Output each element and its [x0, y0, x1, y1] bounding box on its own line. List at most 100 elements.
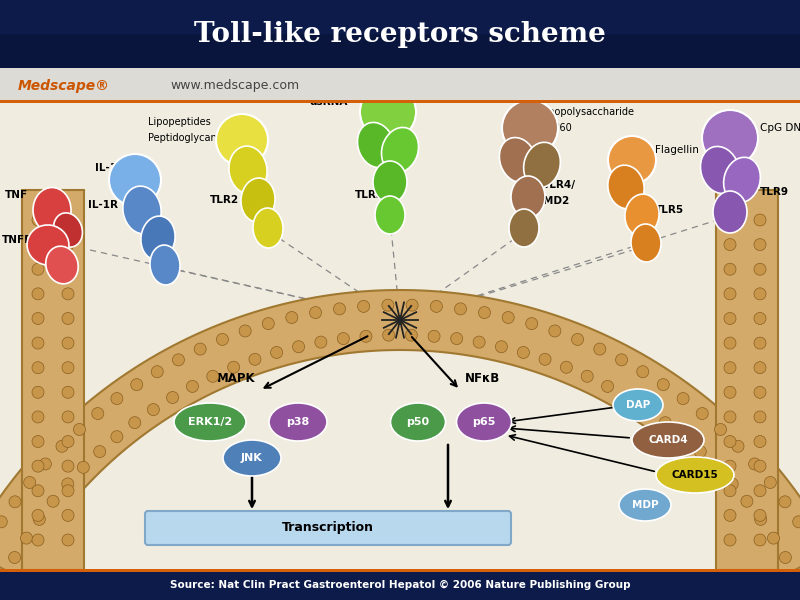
Circle shape: [62, 436, 74, 448]
Circle shape: [502, 311, 514, 323]
Circle shape: [754, 411, 766, 423]
Text: TLR9: TLR9: [760, 187, 789, 197]
Circle shape: [62, 485, 74, 497]
Circle shape: [32, 214, 44, 226]
Circle shape: [166, 391, 178, 403]
Circle shape: [34, 514, 46, 526]
Text: www.medscape.com: www.medscape.com: [170, 79, 299, 92]
Circle shape: [764, 476, 776, 488]
Text: Flagellin: Flagellin: [655, 145, 699, 155]
Circle shape: [62, 313, 74, 325]
Circle shape: [779, 496, 791, 508]
Ellipse shape: [713, 191, 747, 233]
Ellipse shape: [241, 178, 275, 222]
Circle shape: [694, 446, 706, 458]
Text: MAPK: MAPK: [216, 372, 255, 385]
Circle shape: [32, 362, 44, 374]
Text: TNF: TNF: [5, 190, 28, 200]
Circle shape: [637, 366, 649, 378]
Circle shape: [754, 436, 766, 448]
Circle shape: [659, 416, 671, 428]
Text: DAP: DAP: [626, 400, 650, 410]
Circle shape: [32, 313, 44, 325]
Ellipse shape: [613, 389, 663, 421]
Circle shape: [9, 551, 21, 563]
Circle shape: [406, 329, 418, 341]
Circle shape: [315, 336, 327, 348]
Circle shape: [754, 509, 766, 521]
Circle shape: [677, 392, 689, 404]
Circle shape: [724, 288, 736, 300]
Circle shape: [754, 337, 766, 349]
Circle shape: [677, 431, 689, 443]
Circle shape: [92, 407, 104, 419]
Ellipse shape: [509, 209, 539, 247]
Circle shape: [754, 313, 766, 325]
Circle shape: [754, 288, 766, 300]
Circle shape: [582, 370, 594, 382]
Circle shape: [39, 458, 51, 470]
Text: Lipopolysaccharide: Lipopolysaccharide: [540, 107, 634, 117]
Circle shape: [310, 307, 322, 319]
Circle shape: [32, 460, 44, 472]
Circle shape: [526, 317, 538, 329]
Circle shape: [32, 386, 44, 398]
Circle shape: [62, 534, 74, 546]
Circle shape: [358, 301, 370, 313]
Circle shape: [724, 436, 736, 448]
Text: p50: p50: [406, 417, 430, 427]
Ellipse shape: [625, 194, 659, 236]
Bar: [0, 103, 800, 570]
Circle shape: [478, 307, 490, 319]
Circle shape: [724, 386, 736, 398]
Circle shape: [754, 460, 766, 472]
Text: MD2: MD2: [543, 196, 570, 206]
Text: Transcription: Transcription: [282, 521, 374, 535]
Circle shape: [767, 532, 779, 544]
Circle shape: [216, 114, 268, 166]
Text: TNFR: TNFR: [2, 235, 33, 245]
Circle shape: [754, 362, 766, 374]
Ellipse shape: [123, 186, 161, 234]
Circle shape: [360, 84, 416, 140]
Text: CpG DNA: CpG DNA: [760, 123, 800, 133]
Ellipse shape: [390, 403, 446, 441]
Circle shape: [724, 509, 736, 521]
Circle shape: [518, 346, 530, 358]
Circle shape: [24, 476, 36, 488]
Text: Peptidoglycan: Peptidoglycan: [148, 133, 217, 143]
Circle shape: [239, 325, 251, 337]
Ellipse shape: [174, 403, 246, 441]
Bar: [0, 0, 800, 68]
Circle shape: [571, 334, 583, 346]
Circle shape: [147, 404, 159, 416]
Text: p38: p38: [286, 417, 310, 427]
Text: MDP: MDP: [632, 500, 658, 510]
Circle shape: [539, 353, 551, 365]
Text: ERK1/2: ERK1/2: [188, 417, 232, 427]
Polygon shape: [0, 290, 800, 578]
Circle shape: [338, 332, 350, 344]
Bar: [716, 190, 778, 570]
Circle shape: [249, 353, 261, 365]
Circle shape: [109, 154, 161, 206]
Circle shape: [754, 214, 766, 226]
Circle shape: [32, 436, 44, 448]
Circle shape: [454, 303, 466, 315]
Circle shape: [206, 370, 218, 382]
Circle shape: [594, 343, 606, 355]
Ellipse shape: [511, 176, 545, 218]
Circle shape: [428, 331, 440, 343]
Circle shape: [62, 411, 74, 423]
Circle shape: [724, 337, 736, 349]
Bar: [0, 68, 800, 103]
Circle shape: [732, 440, 744, 452]
Circle shape: [793, 516, 800, 528]
Circle shape: [186, 380, 198, 392]
Circle shape: [62, 337, 74, 349]
Ellipse shape: [150, 245, 180, 285]
Text: Toll-like receptors scheme: Toll-like receptors scheme: [194, 20, 606, 47]
Circle shape: [62, 239, 74, 251]
Ellipse shape: [27, 225, 69, 265]
Circle shape: [56, 440, 68, 452]
